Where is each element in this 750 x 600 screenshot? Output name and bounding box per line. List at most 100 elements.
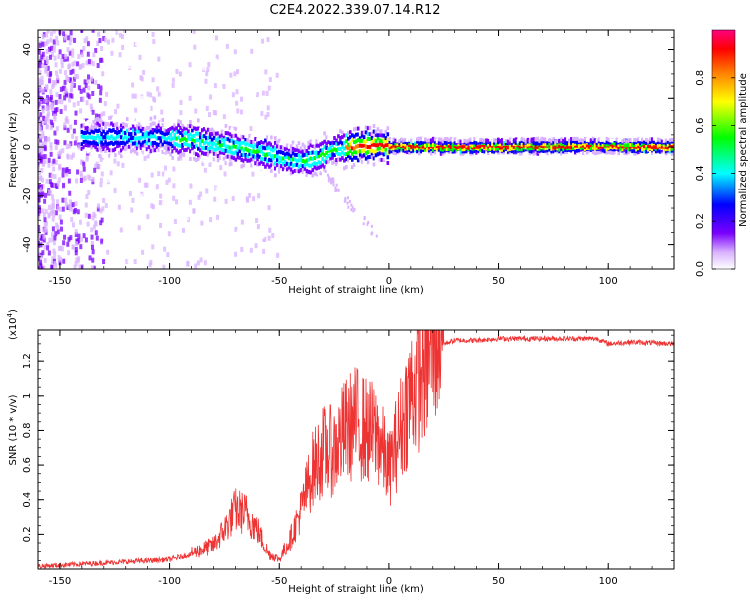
spectrogram-cell bbox=[469, 144, 472, 149]
spectrogram-cell bbox=[39, 86, 43, 92]
spectrogram-cell bbox=[96, 147, 99, 152]
spectrogram-cell bbox=[331, 143, 334, 148]
spectrogram-cell bbox=[80, 117, 84, 122]
spectrogram-cell bbox=[49, 71, 53, 77]
spectrogram-cell bbox=[69, 235, 73, 241]
spectrogram-cell bbox=[650, 150, 654, 155]
spectrogram-cell bbox=[51, 216, 55, 222]
spectrogram-cell bbox=[94, 151, 97, 156]
spectrogram-cell bbox=[147, 145, 151, 150]
spectrogram-cell bbox=[110, 50, 114, 56]
spectrogram-cell bbox=[453, 148, 457, 153]
snr-x-tick-label: 0 bbox=[386, 576, 392, 587]
spectrogram-cell bbox=[497, 140, 500, 145]
spectrogram-cell bbox=[615, 141, 619, 146]
spectrogram-cell bbox=[157, 154, 161, 159]
spectrogram-cell bbox=[140, 95, 144, 101]
spectrogram-cell bbox=[388, 149, 392, 154]
spectrogram-cell bbox=[272, 148, 275, 153]
spectrogram-y-label: Frequency (Hz) bbox=[8, 112, 19, 188]
spectrogram-cell bbox=[157, 118, 161, 124]
spectrogram-cell bbox=[445, 151, 449, 156]
spectrogram-cell bbox=[583, 143, 587, 148]
spectrogram-cell bbox=[103, 54, 107, 60]
spectrogram-cell bbox=[556, 142, 559, 147]
spectrogram-cell bbox=[109, 207, 113, 213]
spectrogram-cell bbox=[347, 131, 350, 136]
spectrogram-cell bbox=[113, 38, 117, 44]
spectrogram-cell bbox=[64, 202, 68, 208]
spectrogram-cell bbox=[502, 145, 506, 150]
spectrogram-cell bbox=[141, 122, 145, 127]
spectrogram-cell bbox=[117, 94, 121, 100]
spectrogram-cell bbox=[151, 140, 155, 145]
spectrogram-cell bbox=[368, 163, 372, 168]
spectrogram-cell bbox=[668, 140, 672, 145]
spectrogram-cell bbox=[376, 146, 380, 151]
spectrogram-cell bbox=[593, 143, 597, 148]
spectrogram-cell bbox=[269, 254, 273, 260]
spectrogram-cell bbox=[206, 67, 210, 73]
spectrogram-cell bbox=[63, 140, 67, 146]
spectrogram-cell bbox=[435, 149, 439, 154]
spectrogram-cell bbox=[445, 147, 449, 152]
spectrogram-cell bbox=[670, 146, 674, 151]
snr-y-multiplier: (x104) bbox=[6, 309, 19, 340]
spectrogram-cell bbox=[445, 141, 449, 146]
spectrogram-cell bbox=[317, 165, 321, 170]
spectrogram-cell bbox=[78, 264, 82, 269]
spectrogram-cell bbox=[164, 149, 168, 155]
spectrogram-cell bbox=[475, 141, 478, 146]
spectrogram-cell bbox=[337, 188, 340, 192]
spectrogram-cell bbox=[455, 141, 459, 146]
spectrogram-cell bbox=[224, 161, 228, 166]
spectrogram-cell bbox=[55, 36, 59, 42]
spectrogram-cell bbox=[289, 149, 293, 154]
spectrogram-cell bbox=[143, 155, 147, 161]
spectrogram-cell bbox=[142, 69, 146, 75]
spectrogram-cell bbox=[613, 141, 617, 146]
spectrogram-cell bbox=[161, 123, 165, 128]
spectrogram-cell bbox=[133, 149, 137, 154]
spectrogram-cell bbox=[249, 112, 253, 118]
snr-y-ticks: 0.20.40.60.811.2 bbox=[22, 334, 674, 570]
spectrogram-cell bbox=[128, 190, 132, 196]
spectrogram-cell bbox=[53, 251, 57, 257]
spectrogram-cell bbox=[121, 162, 125, 168]
spectrogram-cell bbox=[75, 136, 79, 142]
spectrogram-cell bbox=[261, 90, 265, 96]
spectrogram-cell bbox=[271, 233, 275, 239]
spectrogram-cell bbox=[197, 126, 200, 131]
spectrogram-cell bbox=[131, 128, 135, 133]
spectrogram-cell bbox=[71, 222, 75, 228]
spectrogram-cell bbox=[118, 122, 121, 127]
spectrogram-cell bbox=[116, 121, 119, 126]
spectrogram-cell bbox=[500, 141, 504, 146]
spectrogram-cell bbox=[100, 136, 103, 141]
spectrogram-cell bbox=[406, 141, 409, 146]
spectrogram-cell bbox=[151, 147, 155, 152]
spectrogram-cell bbox=[244, 88, 248, 94]
spectrogram-cell bbox=[197, 138, 200, 143]
spectrogram-cell bbox=[45, 178, 49, 184]
spectrogram-cell bbox=[347, 205, 350, 209]
spectrogram-cell bbox=[187, 133, 190, 138]
spectrogram-cell bbox=[48, 189, 52, 195]
spectrogram-cell bbox=[485, 149, 488, 154]
spectrogram-cell bbox=[147, 121, 151, 126]
spectrogram-cell bbox=[159, 122, 163, 127]
spectrogram-cell bbox=[273, 166, 277, 171]
spectrogram-cell bbox=[289, 167, 293, 172]
spectrogram-cell bbox=[218, 139, 222, 144]
spectrogram-cell bbox=[39, 112, 43, 118]
spectrogram-cell bbox=[102, 36, 106, 42]
spectrogram-cell bbox=[652, 144, 656, 149]
spectrogram-cell bbox=[360, 138, 364, 143]
spectrogram-cell bbox=[650, 142, 654, 147]
spectrogram-cell bbox=[43, 244, 47, 250]
spectrogram-cell bbox=[363, 217, 366, 221]
spectrogram-cell bbox=[74, 110, 78, 116]
spectrogram-cell bbox=[538, 141, 542, 146]
spectrogram-cell bbox=[52, 248, 56, 254]
spectrogram-cell bbox=[106, 146, 109, 151]
